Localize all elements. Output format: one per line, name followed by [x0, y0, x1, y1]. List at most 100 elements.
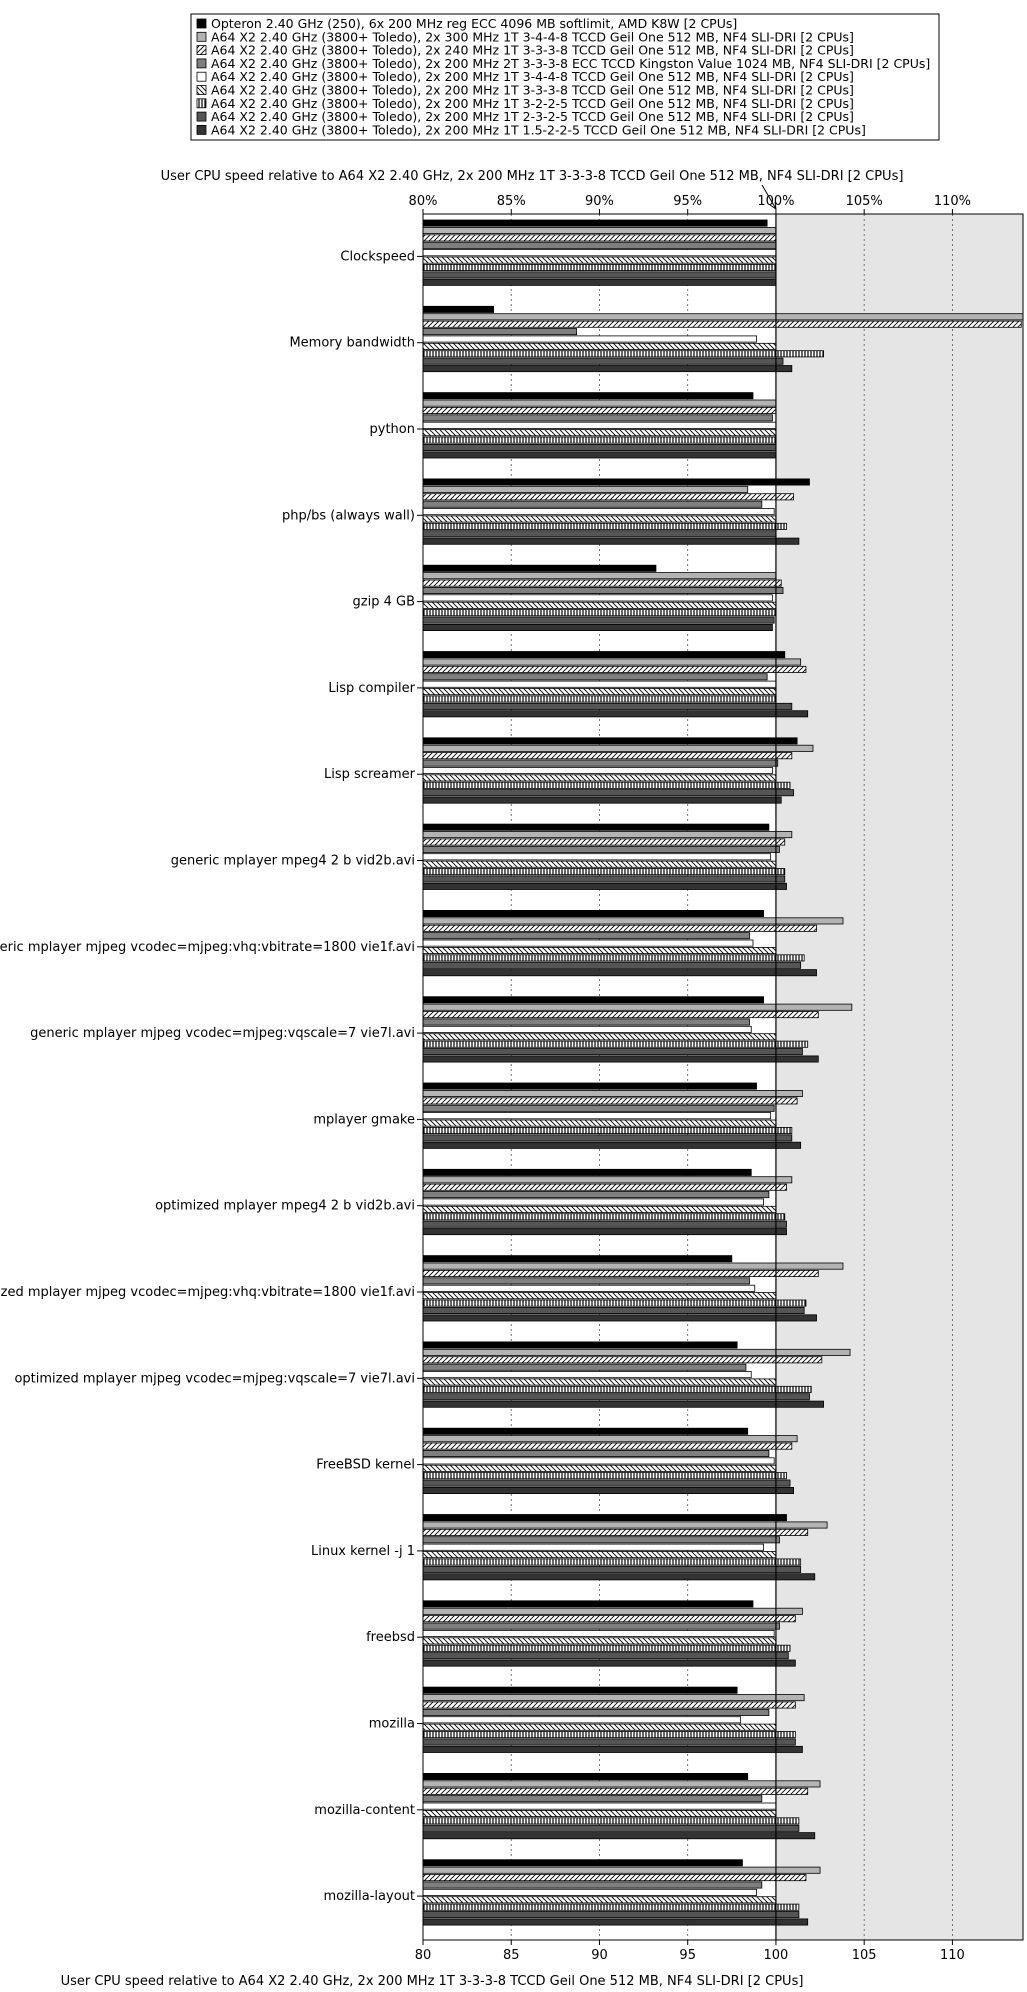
bar — [422, 1277, 750, 1285]
category-label: python — [370, 422, 415, 437]
legend-entry: A64 X2 2.40 GHz (3800+ Toledo), 2x 200 M… — [211, 96, 854, 111]
bar — [422, 1292, 777, 1300]
category-label: generic mplayer mjpeg vcodec=mjpeg:vhq:v… — [0, 940, 415, 955]
bar — [422, 1393, 810, 1401]
legend-swatch — [196, 18, 207, 29]
bar — [422, 1018, 750, 1026]
bar — [422, 421, 777, 429]
bar — [422, 335, 757, 343]
bar — [422, 256, 777, 264]
bar — [422, 1090, 803, 1098]
bar — [422, 932, 750, 940]
legend-entry: A64 X2 2.40 GHz (3800+ Toledo), 2x 200 M… — [211, 109, 854, 124]
bar — [422, 305, 494, 313]
bar — [422, 1082, 757, 1090]
bar — [422, 924, 817, 932]
bar — [422, 1442, 793, 1450]
bar — [422, 737, 798, 745]
bar — [422, 688, 777, 696]
bar — [422, 350, 824, 358]
bar — [422, 1738, 796, 1746]
plot-border — [422, 213, 1024, 1941]
bar — [422, 1659, 796, 1667]
category-label: php/bs (always wall) — [282, 508, 415, 523]
bar — [422, 1551, 777, 1559]
bar — [422, 1400, 824, 1408]
bar — [422, 399, 777, 407]
bar — [422, 759, 779, 767]
bar — [422, 1573, 816, 1581]
bottom-tick-label: 100 — [764, 1948, 789, 1963]
bar — [422, 1487, 794, 1495]
bar — [422, 823, 770, 831]
bottom-axis: 80 85 90 95 100 105 110 — [415, 1940, 965, 1963]
legend-swatch — [196, 85, 207, 95]
bar — [422, 752, 793, 760]
bar — [422, 853, 772, 861]
bar — [422, 1795, 763, 1803]
category-label: generic mplayer mpeg4 2 b vid2b.avi — [171, 854, 415, 869]
bar — [422, 961, 802, 969]
bar — [422, 1652, 789, 1660]
bar — [422, 478, 810, 486]
bar — [422, 1220, 787, 1228]
bar — [422, 537, 800, 545]
bottom-tick-label: 105 — [852, 1948, 877, 1963]
bar — [422, 564, 657, 572]
top-tick-label: 100% — [757, 194, 794, 209]
top-axis: 80% 85% 90% 95% 100% 105% 110% — [409, 194, 971, 214]
bar — [422, 1457, 775, 1465]
bar — [422, 665, 807, 673]
bar — [422, 1356, 823, 1364]
bottom-tick-label: 90 — [591, 1948, 608, 1963]
bar — [422, 1723, 777, 1731]
bar — [422, 1824, 800, 1832]
bar — [422, 1686, 738, 1694]
bar — [422, 1371, 752, 1379]
bar — [422, 1472, 787, 1480]
bar — [422, 710, 809, 718]
legend-box — [190, 13, 940, 141]
bar — [422, 954, 805, 962]
bar — [422, 789, 794, 797]
bar — [422, 996, 764, 1004]
legend-entry: A64 X2 2.40 GHz (3800+ Toledo), 2x 200 M… — [211, 69, 854, 84]
bar — [422, 917, 844, 925]
bar — [422, 1543, 764, 1551]
bar — [422, 1644, 791, 1652]
bar — [422, 1521, 828, 1529]
bar — [422, 1348, 851, 1356]
bar — [422, 845, 780, 853]
bar — [422, 1033, 777, 1041]
bar — [422, 774, 777, 782]
bar — [422, 451, 777, 459]
bottom-tick-label: 85 — [503, 1948, 520, 1963]
legend-swatch — [196, 45, 207, 55]
legend-entry: A64 X2 2.40 GHz (3800+ Toledo), 2x 200 M… — [211, 83, 854, 98]
category-label: generic mplayer mjpeg vcodec=mjpeg:vqsca… — [30, 1026, 415, 1041]
bar — [422, 1615, 796, 1623]
category-label: Memory bandwidth — [289, 336, 415, 351]
category-label: optimized mplayer mpeg4 2 b vid2b.avi — [155, 1199, 415, 1214]
category-label: mozilla — [369, 1717, 415, 1732]
bar — [422, 429, 777, 437]
bar — [422, 1787, 809, 1795]
bar — [422, 320, 1022, 328]
bar — [422, 947, 777, 955]
category-label: freebsd — [366, 1630, 415, 1645]
bar — [422, 882, 787, 890]
bar — [422, 1896, 777, 1904]
legend-entry: A64 X2 2.40 GHz (3800+ Toledo), 2x 200 M… — [211, 122, 866, 137]
bar — [422, 1363, 747, 1371]
category-label: optimized mplayer mjpeg vcodec=mjpeg:vhq… — [0, 1285, 415, 1300]
bar — [422, 1802, 777, 1810]
bar — [422, 1832, 816, 1840]
bar — [422, 1731, 796, 1739]
bar — [422, 601, 777, 609]
category-labels: Clockspeed Memory bandwidth python php/bs (… — [0, 249, 423, 1904]
legend-entry: A64 X2 2.40 GHz (3800+ Toledo), 2x 300 M… — [211, 29, 854, 44]
bar — [422, 1183, 787, 1191]
bar — [422, 1011, 819, 1019]
category-label: mozilla-content — [314, 1803, 415, 1818]
bar — [422, 328, 577, 336]
